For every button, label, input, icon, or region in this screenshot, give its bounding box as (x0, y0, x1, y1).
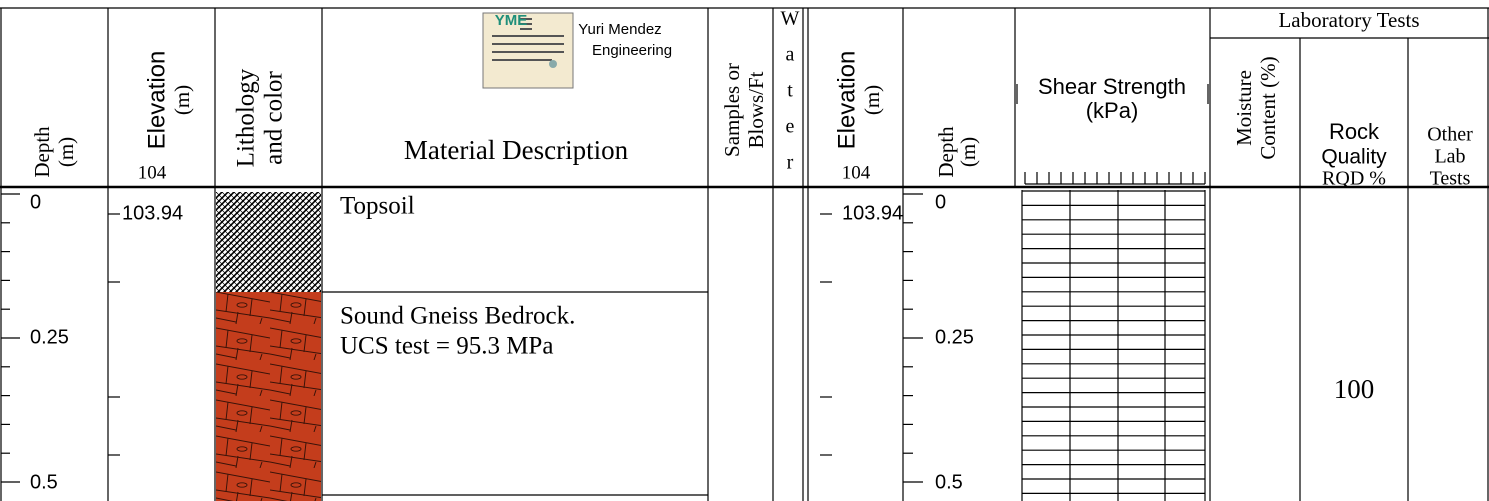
header-label: Elevation (833, 51, 860, 150)
header-label: (m) (54, 137, 78, 167)
logo-text: YME (495, 12, 528, 29)
header-label: Moisture (1232, 70, 1256, 146)
depth-label: 0.25 (30, 326, 69, 348)
depth-label: 0.5 (935, 471, 963, 493)
header-label: (kPa) (1086, 98, 1139, 123)
header-label: Quality (1321, 146, 1387, 169)
elevation-label: 103.94 (122, 202, 183, 224)
shear-grid (1021, 190, 1206, 501)
rqd-value: 100 (1334, 374, 1375, 404)
elevation-value: 104 (842, 162, 871, 183)
header-label: (m) (170, 85, 194, 115)
header-label: Tests (1430, 168, 1471, 190)
company-name: Engineering (592, 42, 672, 59)
header-label: e (786, 116, 795, 138)
header-label: t (787, 80, 793, 102)
header-label: Depth (934, 126, 958, 178)
header-label: Samples or (720, 63, 744, 157)
depth-label: 0.5 (30, 471, 58, 493)
logo (482, 12, 574, 89)
header-label: Content (%) (1256, 56, 1280, 159)
header-label: Rock (1329, 119, 1380, 144)
header-label: Material Description (404, 135, 629, 165)
depth-label: 0.25 (935, 326, 974, 348)
gneiss-fill (216, 292, 321, 501)
header-label: (m) (860, 85, 884, 115)
company-name: Yuri Mendez (578, 21, 661, 38)
layer-description: Sound Gneiss Bedrock. (340, 303, 575, 330)
layer-description: Topsoil (340, 193, 415, 220)
header-label: (m) (956, 137, 980, 167)
header-label: Lithology (233, 68, 260, 167)
depth-label: 0 (30, 191, 41, 213)
header-label: Lab (1434, 146, 1465, 168)
header-label: Other (1427, 124, 1473, 146)
elevation-label: 103.94 (842, 202, 903, 224)
frame (0, 7, 1489, 501)
header-label: r (787, 152, 794, 174)
header-label: Elevation (143, 51, 170, 150)
header-label: RQD % (1322, 168, 1386, 190)
header-label: Shear Strength (1038, 74, 1186, 99)
header-label: W (781, 8, 800, 30)
depth-ticks (1, 193, 923, 483)
header-label: and color (261, 70, 288, 164)
header-label: Laboratory Tests (1278, 8, 1419, 32)
topsoil-fill (216, 192, 321, 292)
header-label: Depth (30, 126, 54, 178)
layer-description: UCS test = 95.3 MPa (340, 333, 553, 360)
header-label: a (786, 44, 795, 66)
depth-label: 0 (935, 191, 946, 213)
elevation-value: 104 (138, 162, 167, 183)
header-label: Blows/Ft (744, 71, 768, 148)
